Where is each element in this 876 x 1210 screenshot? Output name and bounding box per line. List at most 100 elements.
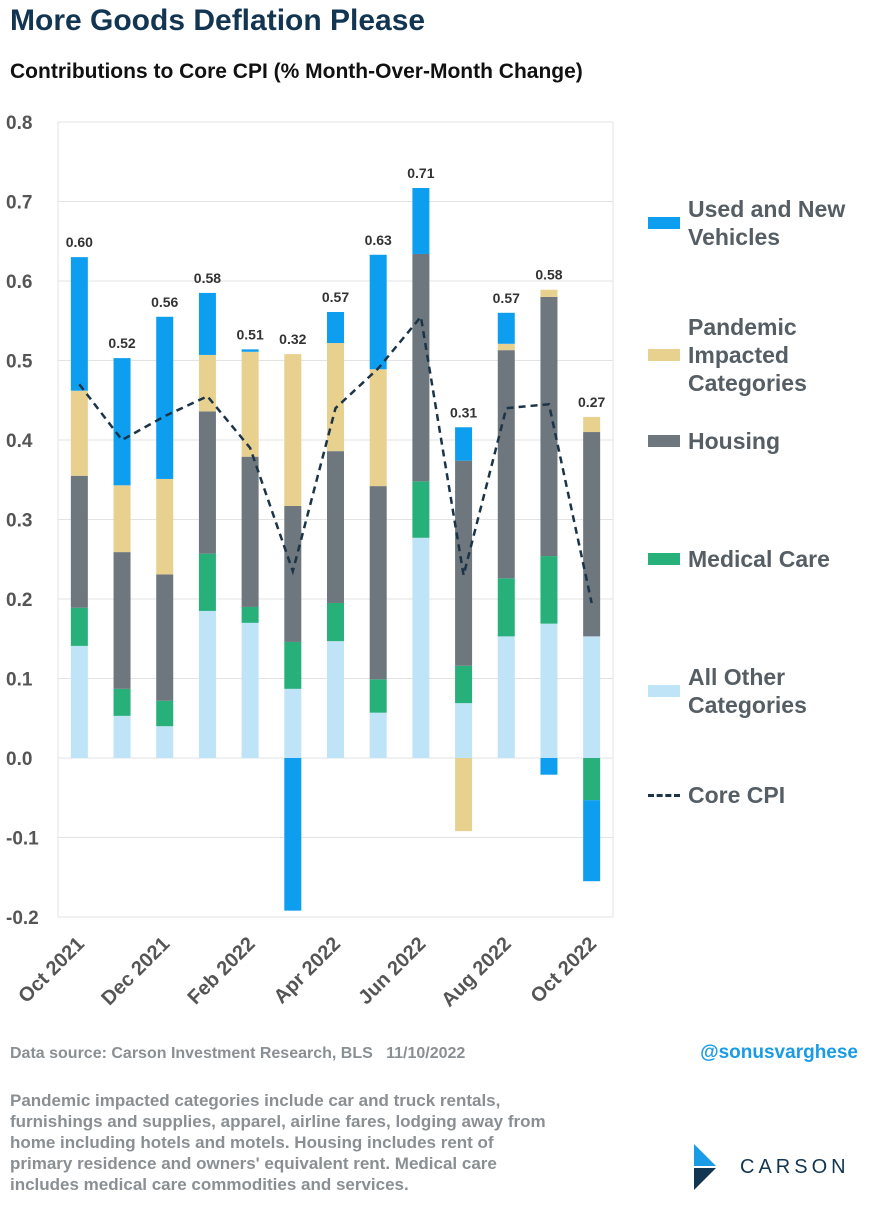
bar-segment bbox=[369, 486, 387, 680]
data-label: 0.58 bbox=[535, 267, 562, 283]
bar-segment bbox=[241, 456, 259, 607]
bar-segment bbox=[497, 578, 515, 637]
x-tick-label: Jun 2022 bbox=[354, 933, 430, 1009]
bar-segment bbox=[327, 602, 344, 642]
bar-segment bbox=[70, 645, 88, 758]
y-tick-label: -0.2 bbox=[6, 908, 39, 929]
y-tick-label: 0.4 bbox=[6, 431, 33, 452]
bar-segment bbox=[497, 343, 515, 351]
logo: CARSON bbox=[740, 1156, 850, 1178]
chart-subtitle: Contributions to Core CPI (% Month-Over-… bbox=[10, 60, 583, 83]
bar-segment bbox=[156, 726, 174, 758]
bar-segment bbox=[540, 289, 558, 297]
legend-swatch bbox=[648, 217, 680, 229]
bar-segment bbox=[369, 369, 387, 487]
y-tick-label: 0.1 bbox=[6, 670, 33, 691]
y-tick-label: 0.3 bbox=[6, 511, 32, 532]
bar-segment bbox=[583, 416, 601, 433]
bar-segment bbox=[455, 460, 473, 666]
x-tick-label: Feb 2022 bbox=[184, 933, 260, 1009]
legend-swatch bbox=[648, 685, 680, 697]
legend-label: Housing bbox=[688, 428, 780, 454]
bar-segment bbox=[198, 292, 216, 355]
bar-segment bbox=[113, 688, 131, 716]
y-tick-label: -0.1 bbox=[6, 829, 39, 850]
bar-segment bbox=[70, 390, 88, 476]
legend-label: Medical Care bbox=[688, 546, 830, 572]
legend-swatch bbox=[648, 553, 680, 565]
bar-segment bbox=[369, 679, 387, 713]
chart-title: More Goods Deflation Please bbox=[10, 4, 426, 37]
bar-segment bbox=[540, 556, 558, 624]
chart: -0.2 -0.1 0.0 0.1 0.2 0.3 0.4 0.5 0.6 0.7 0.8 0.60 O… bbox=[6, 113, 614, 1011]
y-tick-label: 0.6 bbox=[6, 272, 32, 293]
data-label: 0.58 bbox=[194, 270, 221, 286]
bar-segment bbox=[412, 481, 430, 538]
legend-item: Core CPI bbox=[648, 781, 868, 809]
bar-segment bbox=[369, 712, 387, 758]
x-tick-label: Oct 2022 bbox=[527, 933, 602, 1008]
bar-segment bbox=[455, 758, 473, 832]
bar-segment bbox=[70, 257, 88, 391]
bar-segment bbox=[241, 351, 259, 457]
bar-segment bbox=[327, 641, 344, 758]
handle: @sonusvarghese bbox=[700, 1042, 858, 1063]
bar-segment bbox=[412, 253, 430, 482]
data-label: 0.32 bbox=[279, 331, 306, 347]
legend-label: Pandemic Impacted Categories bbox=[688, 314, 807, 396]
y-tick-label: 0.2 bbox=[6, 590, 32, 611]
bar-segment bbox=[156, 700, 174, 727]
bar-segment bbox=[583, 758, 601, 801]
bar-segment bbox=[284, 688, 302, 758]
bar-segment bbox=[241, 606, 259, 623]
legend-swatch bbox=[648, 435, 680, 447]
bar-segment bbox=[156, 478, 174, 575]
bar-segment bbox=[412, 187, 430, 254]
source: Data source: Carson Investment Research,… bbox=[10, 1045, 466, 1062]
data-label: 0.63 bbox=[365, 232, 392, 248]
bar-segment bbox=[327, 343, 344, 452]
y-tick-label: 0.8 bbox=[6, 113, 32, 134]
bar-segment bbox=[540, 296, 558, 557]
bar-segment bbox=[156, 316, 174, 479]
bar-segment bbox=[113, 552, 131, 689]
legend-item: Used and New Vehicles bbox=[648, 195, 868, 251]
bar-segment bbox=[455, 665, 473, 704]
data-label: 0.51 bbox=[236, 326, 263, 342]
data-label: 0.57 bbox=[322, 289, 349, 305]
data-label: 0.60 bbox=[66, 234, 93, 250]
core-cpi-line bbox=[78, 313, 593, 604]
bar-segment bbox=[70, 475, 88, 608]
bar-segment bbox=[369, 254, 387, 370]
bar-segment bbox=[497, 636, 515, 758]
bar-segment bbox=[540, 623, 558, 758]
bar-segment bbox=[412, 537, 430, 758]
bar-segment bbox=[198, 553, 216, 611]
note: Pandemic impacted categories include car… bbox=[10, 1091, 546, 1194]
bar-segment bbox=[113, 485, 131, 553]
y-tick-label: 0.5 bbox=[6, 352, 33, 373]
x-tick-label: Dec 2021 bbox=[97, 933, 174, 1010]
bar-segment bbox=[583, 800, 601, 882]
bar-segment bbox=[284, 641, 302, 689]
legend-swatch bbox=[648, 793, 680, 797]
legend-item: Pandemic Impacted Categories bbox=[648, 313, 868, 397]
bar-segment bbox=[327, 451, 344, 603]
y-tick-label: 0.0 bbox=[6, 749, 32, 770]
legend-swatch bbox=[648, 349, 680, 361]
legend-label: Core CPI bbox=[688, 782, 786, 808]
legend-item: All Other Categories bbox=[648, 663, 868, 719]
bar-segment bbox=[198, 411, 216, 554]
x-tick-label: Aug 2022 bbox=[437, 933, 515, 1011]
bar-segment bbox=[455, 427, 473, 461]
data-label: 0.27 bbox=[578, 394, 605, 410]
bar-segment bbox=[198, 354, 216, 412]
logo-icon bbox=[694, 1144, 716, 1190]
bar-segment bbox=[455, 703, 473, 758]
bar-segment bbox=[113, 715, 131, 758]
bar-segment bbox=[198, 610, 216, 758]
bar-segment bbox=[70, 607, 88, 646]
bar-segment bbox=[540, 758, 558, 775]
legend-label: All Other Categories bbox=[688, 664, 807, 718]
